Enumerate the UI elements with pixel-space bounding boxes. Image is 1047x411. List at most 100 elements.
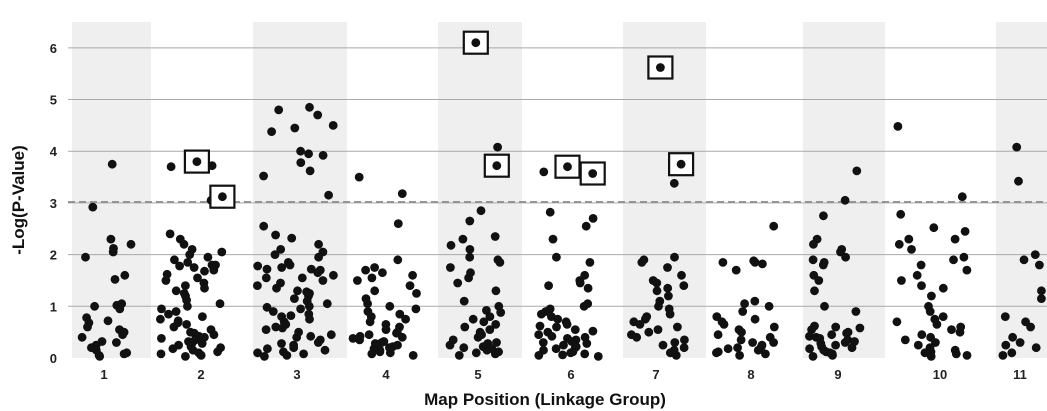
data-point-g6-1 bbox=[545, 207, 555, 217]
data-point-g5-19 bbox=[485, 312, 495, 321]
data-point-g1-1 bbox=[88, 202, 98, 212]
data-point-g1-19 bbox=[118, 330, 127, 340]
data-point-g4-10 bbox=[405, 281, 415, 290]
data-point-g9-7 bbox=[841, 252, 850, 262]
data-point-g9-18 bbox=[855, 323, 865, 333]
data-point-g3-2 bbox=[313, 110, 323, 120]
data-point-g7-27 bbox=[658, 340, 668, 350]
data-point-g9-32 bbox=[847, 343, 857, 353]
data-point-g3-0 bbox=[305, 102, 314, 112]
data-point-g3-66 bbox=[253, 348, 262, 358]
data-point-g11-7 bbox=[1000, 312, 1010, 321]
data-point-g3-6 bbox=[296, 146, 305, 156]
data-point-g4-29 bbox=[397, 332, 407, 342]
data-point-g11-12 bbox=[1001, 340, 1011, 350]
data-point-g7-20 bbox=[673, 322, 682, 332]
data-point-g3-8 bbox=[318, 151, 328, 160]
data-point-g4-11 bbox=[370, 286, 380, 296]
data-point-g2-16 bbox=[200, 266, 209, 276]
group-band-11 bbox=[996, 22, 1047, 358]
data-point-g2-15 bbox=[209, 265, 219, 275]
data-point-g6-13 bbox=[579, 301, 589, 311]
data-point-g9-17 bbox=[831, 322, 841, 332]
data-point-g9-13 bbox=[810, 286, 819, 296]
data-point-g10-36 bbox=[951, 349, 961, 359]
data-point-g1-27 bbox=[119, 349, 129, 359]
data-point-g3-30 bbox=[318, 276, 328, 285]
data-point-g3-60 bbox=[277, 339, 286, 348]
data-point-g3-12 bbox=[324, 190, 333, 200]
data-point-g4-21 bbox=[365, 317, 375, 327]
data-point-g11-15 bbox=[998, 351, 1008, 360]
data-point-g7-5 bbox=[677, 270, 686, 280]
data-point-g9-8 bbox=[808, 255, 818, 265]
data-point-g3-63 bbox=[263, 344, 272, 354]
data-point-g4-12 bbox=[412, 289, 421, 298]
data-point-g9-39 bbox=[808, 352, 818, 361]
data-point-g2-36 bbox=[182, 320, 192, 329]
data-point-g2-19 bbox=[161, 276, 171, 285]
data-point-g4-6 bbox=[378, 268, 387, 278]
data-point-g8-29 bbox=[761, 349, 770, 359]
highlight-point-g2-0 bbox=[192, 157, 202, 167]
data-point-g8-30 bbox=[735, 351, 744, 360]
data-point-g5-29 bbox=[492, 338, 501, 347]
data-point-g10-27 bbox=[917, 330, 927, 340]
data-point-g3-53 bbox=[261, 325, 271, 334]
x-tick-4: 4 bbox=[382, 367, 390, 382]
data-point-g11-2 bbox=[1030, 250, 1040, 259]
data-point-g11-11 bbox=[1015, 338, 1025, 347]
highlight-point-g7-1 bbox=[676, 159, 686, 169]
data-point-g2-32 bbox=[198, 312, 207, 321]
y-tick-0: 0 bbox=[50, 351, 57, 366]
data-point-g3-68 bbox=[282, 351, 292, 360]
data-point-g10-1 bbox=[957, 192, 967, 202]
data-point-g3-7 bbox=[304, 149, 313, 159]
data-point-g3-24 bbox=[277, 263, 287, 272]
data-point-g4-18 bbox=[395, 309, 405, 319]
data-point-g2-6 bbox=[217, 247, 227, 257]
data-point-g6-18 bbox=[553, 314, 563, 324]
data-point-g8-2 bbox=[750, 258, 760, 267]
data-point-g5-1 bbox=[476, 206, 486, 216]
data-point-g5-33 bbox=[459, 343, 469, 353]
data-point-g9-38 bbox=[828, 351, 837, 360]
data-point-g1-29 bbox=[95, 352, 105, 361]
data-point-g10-22 bbox=[892, 317, 902, 327]
data-point-g5-6 bbox=[465, 245, 475, 254]
data-point-g11-10 bbox=[1008, 332, 1017, 342]
data-point-g10-11 bbox=[916, 260, 926, 270]
data-point-g7-21 bbox=[653, 325, 663, 334]
data-point-g3-33 bbox=[272, 283, 281, 293]
data-point-g2-48 bbox=[197, 339, 207, 348]
data-point-g8-24 bbox=[733, 343, 742, 353]
data-point-g3-11 bbox=[259, 171, 268, 181]
data-point-g5-5 bbox=[446, 240, 456, 250]
data-point-g6-10 bbox=[544, 281, 553, 290]
data-point-g5-0 bbox=[493, 142, 502, 152]
data-point-g3-48 bbox=[305, 314, 314, 324]
data-point-g2-31 bbox=[164, 309, 173, 319]
data-point-g8-6 bbox=[750, 296, 760, 306]
data-point-g6-3 bbox=[581, 221, 591, 231]
data-point-g5-15 bbox=[459, 296, 469, 306]
x-tick-7: 7 bbox=[652, 367, 659, 382]
data-point-g2-4 bbox=[179, 239, 189, 249]
data-point-g7-1 bbox=[670, 252, 679, 262]
data-point-g6-6 bbox=[585, 258, 595, 267]
data-point-g2-56 bbox=[156, 349, 166, 359]
data-point-g4-4 bbox=[370, 263, 379, 272]
data-point-g8-17 bbox=[713, 330, 723, 340]
data-point-g6-4 bbox=[548, 234, 558, 244]
data-point-g4-8 bbox=[367, 273, 377, 283]
data-point-g2-29 bbox=[157, 304, 166, 314]
data-point-g10-9 bbox=[959, 252, 969, 262]
data-point-g8-28 bbox=[712, 348, 721, 358]
data-point-g2-52 bbox=[168, 344, 178, 354]
data-point-g2-7 bbox=[185, 250, 195, 259]
x-tick-8: 8 bbox=[747, 367, 754, 382]
data-point-g3-64 bbox=[320, 345, 330, 355]
data-point-g3-10 bbox=[305, 166, 315, 176]
data-point-g2-58 bbox=[196, 351, 206, 360]
